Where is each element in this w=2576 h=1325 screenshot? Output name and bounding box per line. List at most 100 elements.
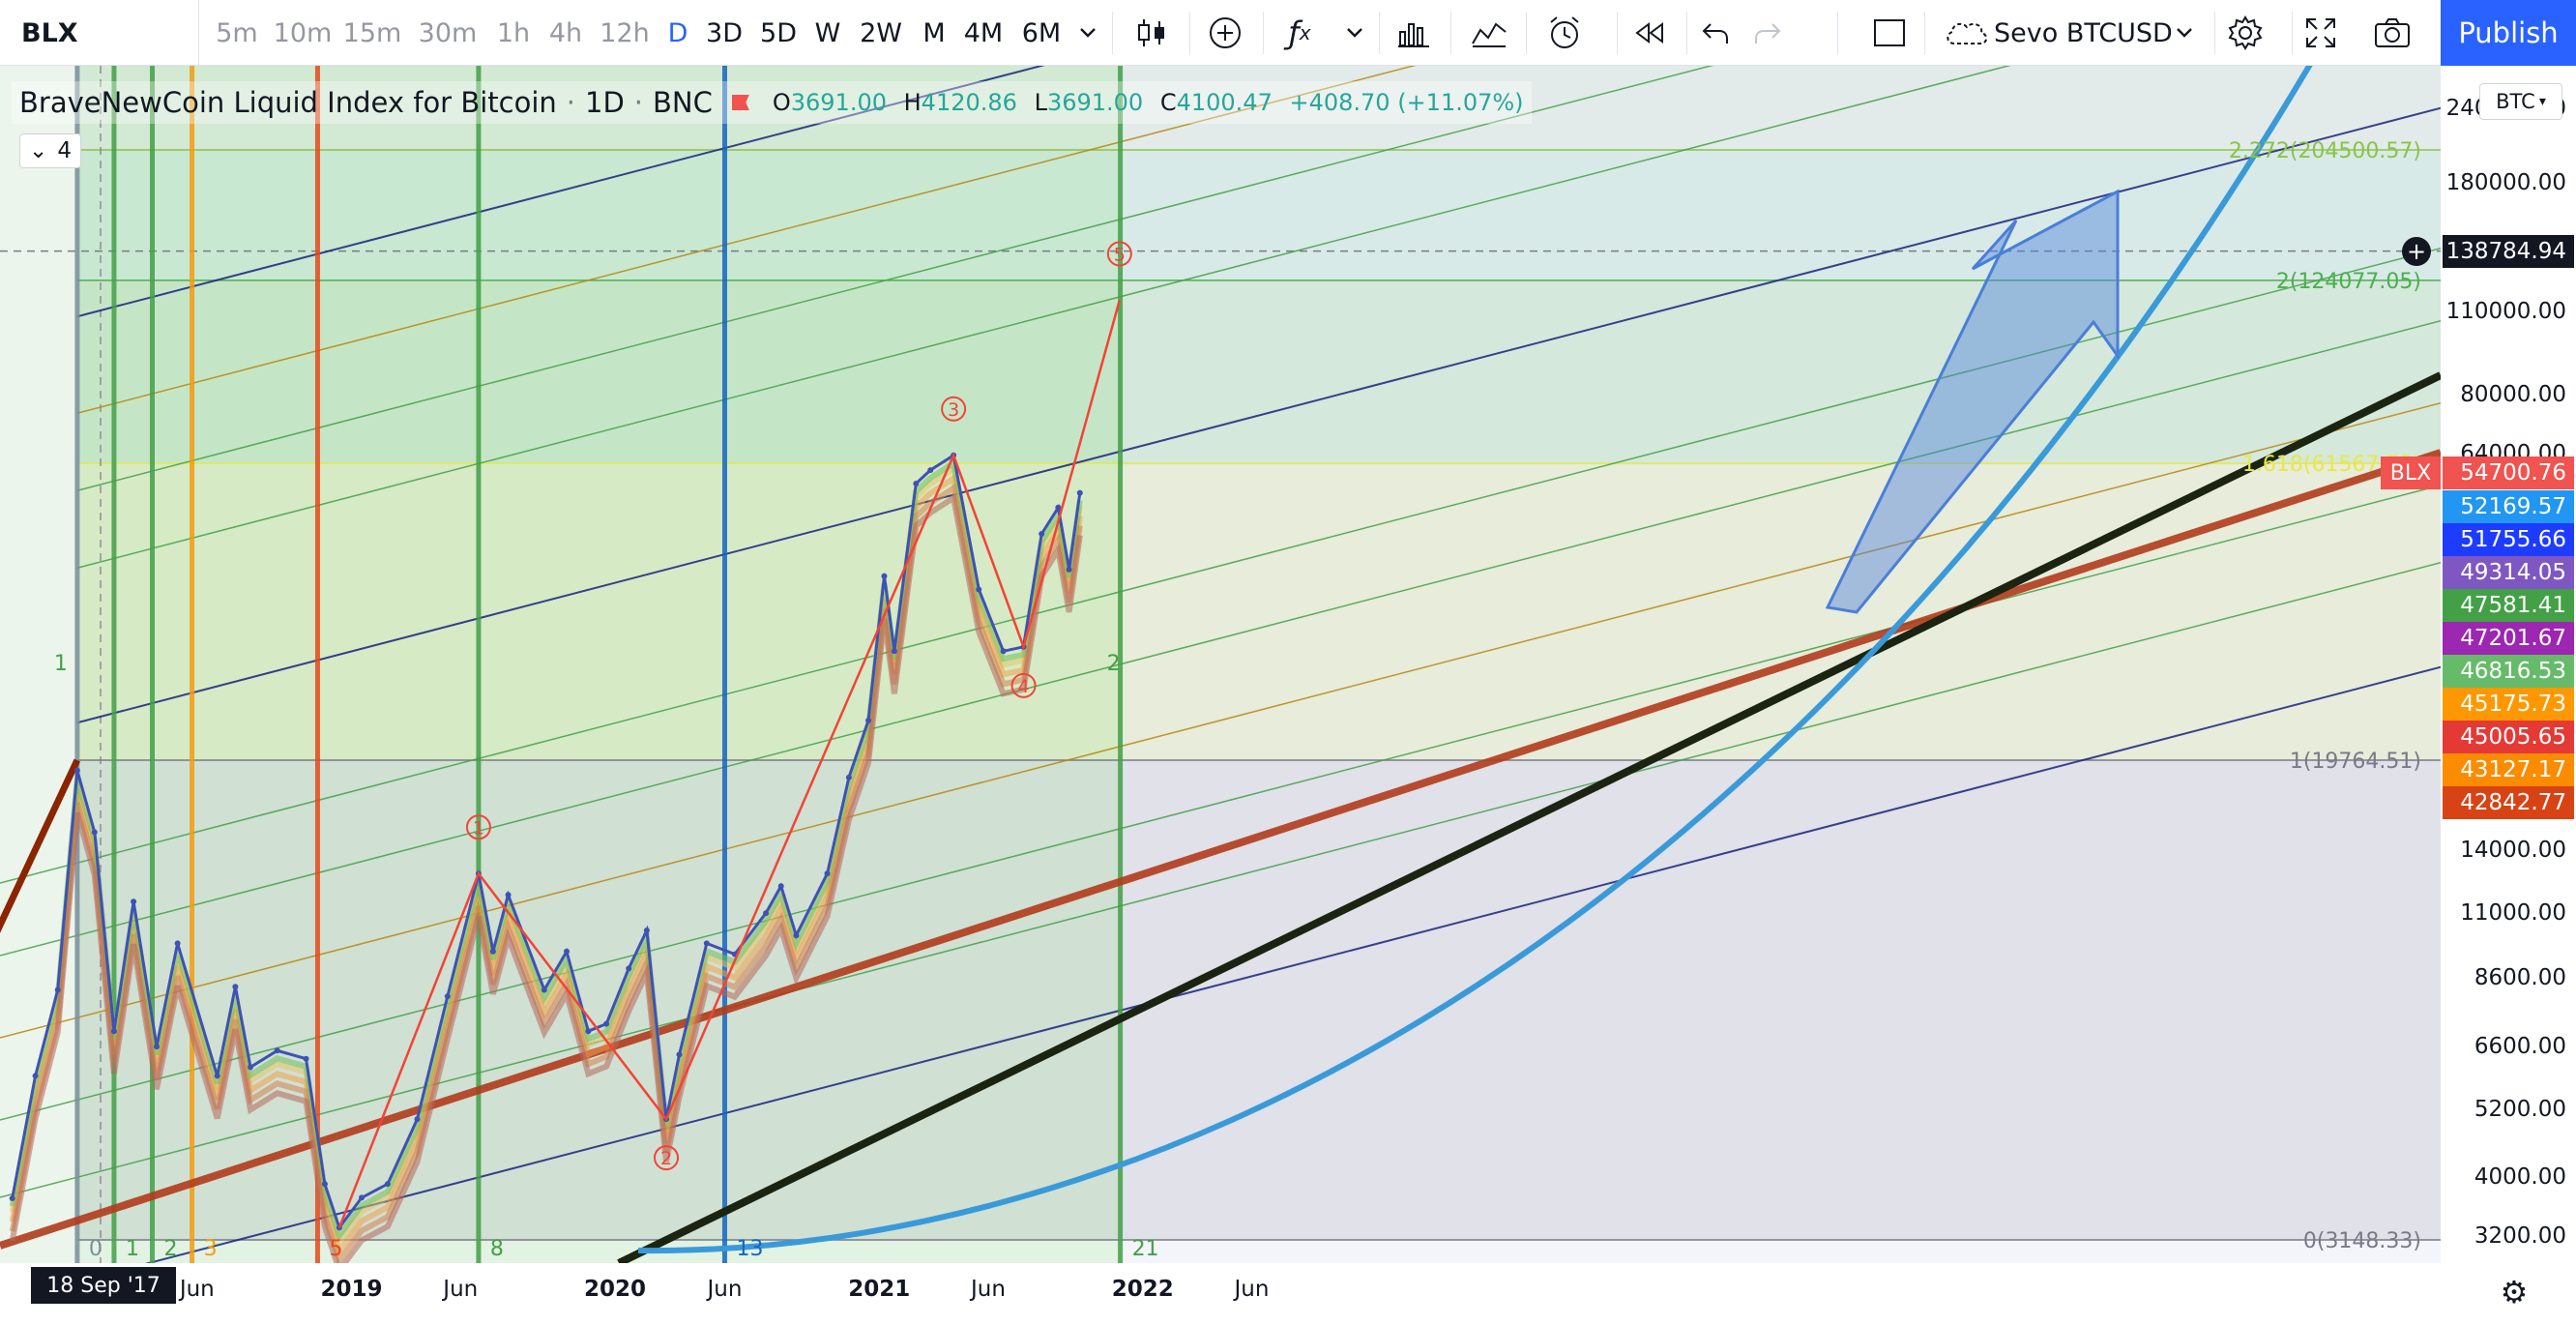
replay-icon[interactable] xyxy=(1625,0,1675,66)
wave-marker xyxy=(1106,241,1132,267)
price-point xyxy=(976,586,982,593)
currency-select[interactable]: BTC ▾ xyxy=(2479,83,2562,120)
interval-m[interactable]: M xyxy=(922,17,946,48)
line-chart-icon[interactable] xyxy=(1464,0,1514,66)
price-badge: 45175.73 xyxy=(2443,688,2574,721)
time-tick-label: 2020 xyxy=(584,1277,647,1302)
interval-10m[interactable]: 10m xyxy=(273,17,333,48)
price-point xyxy=(131,898,137,905)
time-tick-label: Jun xyxy=(1234,1277,1270,1302)
price-tick-label: 14000.00 xyxy=(2460,838,2566,864)
ohlc-low: 3691.00 xyxy=(1046,89,1144,116)
chart-legend: BraveNewCoin Liquid Index for Bitcoin · … xyxy=(12,81,1532,124)
fib-level-label: 0(3148.33) xyxy=(2303,1229,2421,1253)
date-range-highlight xyxy=(76,66,1121,1263)
legend-exchange: BNC xyxy=(653,86,713,119)
legend-title[interactable]: BraveNewCoin Liquid Index for Bitcoin xyxy=(19,86,557,119)
price-point xyxy=(1066,566,1072,573)
time-tick-label: 2022 xyxy=(1111,1277,1174,1302)
time-tick-label: 2019 xyxy=(320,1277,383,1302)
time-axis[interactable]: 2018Jun2019Jun2020Jun2021Jun2022Jun xyxy=(0,1263,2441,1325)
layout-name[interactable]: Sevo BTCUSD xyxy=(1994,17,2173,48)
bar-chart-icon[interactable] xyxy=(1389,0,1439,66)
price-point xyxy=(1000,648,1007,655)
interval-4m[interactable]: 4M xyxy=(963,17,1004,48)
camera-icon[interactable] xyxy=(2367,0,2417,66)
layout-icon[interactable] xyxy=(1866,0,1913,66)
add-indicator-icon[interactable] xyxy=(1201,0,1249,66)
wave-label: 2 xyxy=(660,1148,672,1169)
time-tick-label: Jun xyxy=(970,1277,1006,1302)
wave-label: 5 xyxy=(1114,244,1126,265)
candles-icon[interactable] xyxy=(1127,0,1176,66)
add-alert-icon[interactable]: + xyxy=(2402,236,2431,266)
fullscreen-icon[interactable] xyxy=(2296,0,2346,66)
ohlc-high: 4120.86 xyxy=(921,89,1017,116)
price-badge: 51755.66 xyxy=(2443,523,2574,556)
price-point xyxy=(321,1181,328,1188)
range-marker-label: 2 xyxy=(1107,652,1121,676)
interval-2w[interactable]: 2W xyxy=(860,17,902,48)
price-point xyxy=(32,1073,39,1079)
undo-icon[interactable] xyxy=(1694,0,1737,66)
fib-band xyxy=(76,66,2441,150)
price-badge: 43127.17 xyxy=(2443,753,2574,786)
redo-icon[interactable] xyxy=(1746,0,1789,66)
price-point xyxy=(676,1051,683,1058)
price-tick-label: 80000.00 xyxy=(2460,382,2566,408)
chevron-down-icon[interactable] xyxy=(2172,0,2197,66)
channel-line xyxy=(0,320,2441,957)
interval-d[interactable]: D xyxy=(667,17,688,48)
price-point xyxy=(891,648,897,655)
time-zone-label: 1 xyxy=(126,1237,139,1261)
chevron-down-icon[interactable] xyxy=(1073,0,1102,66)
price-tick-label: 3200.00 xyxy=(2474,1222,2566,1249)
ohlc-close: 4100.47 xyxy=(1176,89,1273,116)
price-point xyxy=(110,1028,117,1035)
interval-4h[interactable]: 4h xyxy=(548,17,583,48)
price-tick-label: 6600.00 xyxy=(2474,1034,2566,1060)
top-toolbar: BLX 5m 10m 15m 30m 1h 4h 12h D 3D 5D W 2… xyxy=(0,0,2576,66)
ohlc-open: 3691.00 xyxy=(790,89,887,116)
flag-icon[interactable] xyxy=(731,95,749,110)
interval-30m[interactable]: 30m xyxy=(418,17,478,48)
price-tick-label: 8600.00 xyxy=(2474,964,2566,990)
price-tick-label: 180000.00 xyxy=(2445,170,2566,196)
symbol-price-tag: BLX xyxy=(2381,456,2441,489)
interval-w[interactable]: W xyxy=(814,17,841,48)
price-badge: 54700.76 xyxy=(2443,456,2574,489)
time-tick-label: Jun xyxy=(179,1277,215,1302)
elliott-wave-line xyxy=(337,300,1122,1228)
price-point xyxy=(444,993,451,1000)
interval-1h[interactable]: 1h xyxy=(496,17,531,48)
fib-band xyxy=(76,150,2441,280)
time-tick-label: 2021 xyxy=(848,1277,911,1302)
publish-button[interactable]: Publish xyxy=(2441,0,2576,66)
price-point xyxy=(54,986,61,993)
time-zone-label: 21 xyxy=(1132,1237,1159,1261)
axis-settings-gear-icon[interactable]: ⚙ xyxy=(2500,1274,2529,1310)
channel-line xyxy=(0,485,2441,1121)
range-marker-label: 1 xyxy=(54,652,68,676)
interval-5m[interactable]: 5m xyxy=(216,17,258,48)
chart-canvas[interactable]: 0(3148.33)1(19764.51)1.618(61567.75)2(12… xyxy=(0,66,2441,1263)
symbol-search[interactable]: BLX xyxy=(0,0,199,66)
price-point xyxy=(913,480,920,486)
interval-6m[interactable]: 6M xyxy=(1021,17,1062,48)
price-point xyxy=(73,767,80,774)
interval-12h[interactable]: 12h xyxy=(600,17,650,48)
interval-5d[interactable]: 5D xyxy=(760,17,797,48)
chevron-down-icon[interactable] xyxy=(1340,0,1369,66)
price-point xyxy=(865,718,872,724)
alert-icon[interactable] xyxy=(1539,0,1590,66)
gear-icon[interactable] xyxy=(2220,0,2270,66)
interval-3d[interactable]: 3D xyxy=(706,17,743,48)
indicators-collapse-button[interactable]: ⌄ 4 xyxy=(19,133,81,168)
ohlc-change: +408.70 (+11.07%) xyxy=(1289,89,1524,116)
price-badge: 47201.67 xyxy=(2443,622,2574,655)
price-point xyxy=(643,927,650,933)
price-badge: 46816.53 xyxy=(2443,655,2574,688)
price-point xyxy=(91,829,98,836)
interval-15m[interactable]: 15m xyxy=(342,17,402,48)
